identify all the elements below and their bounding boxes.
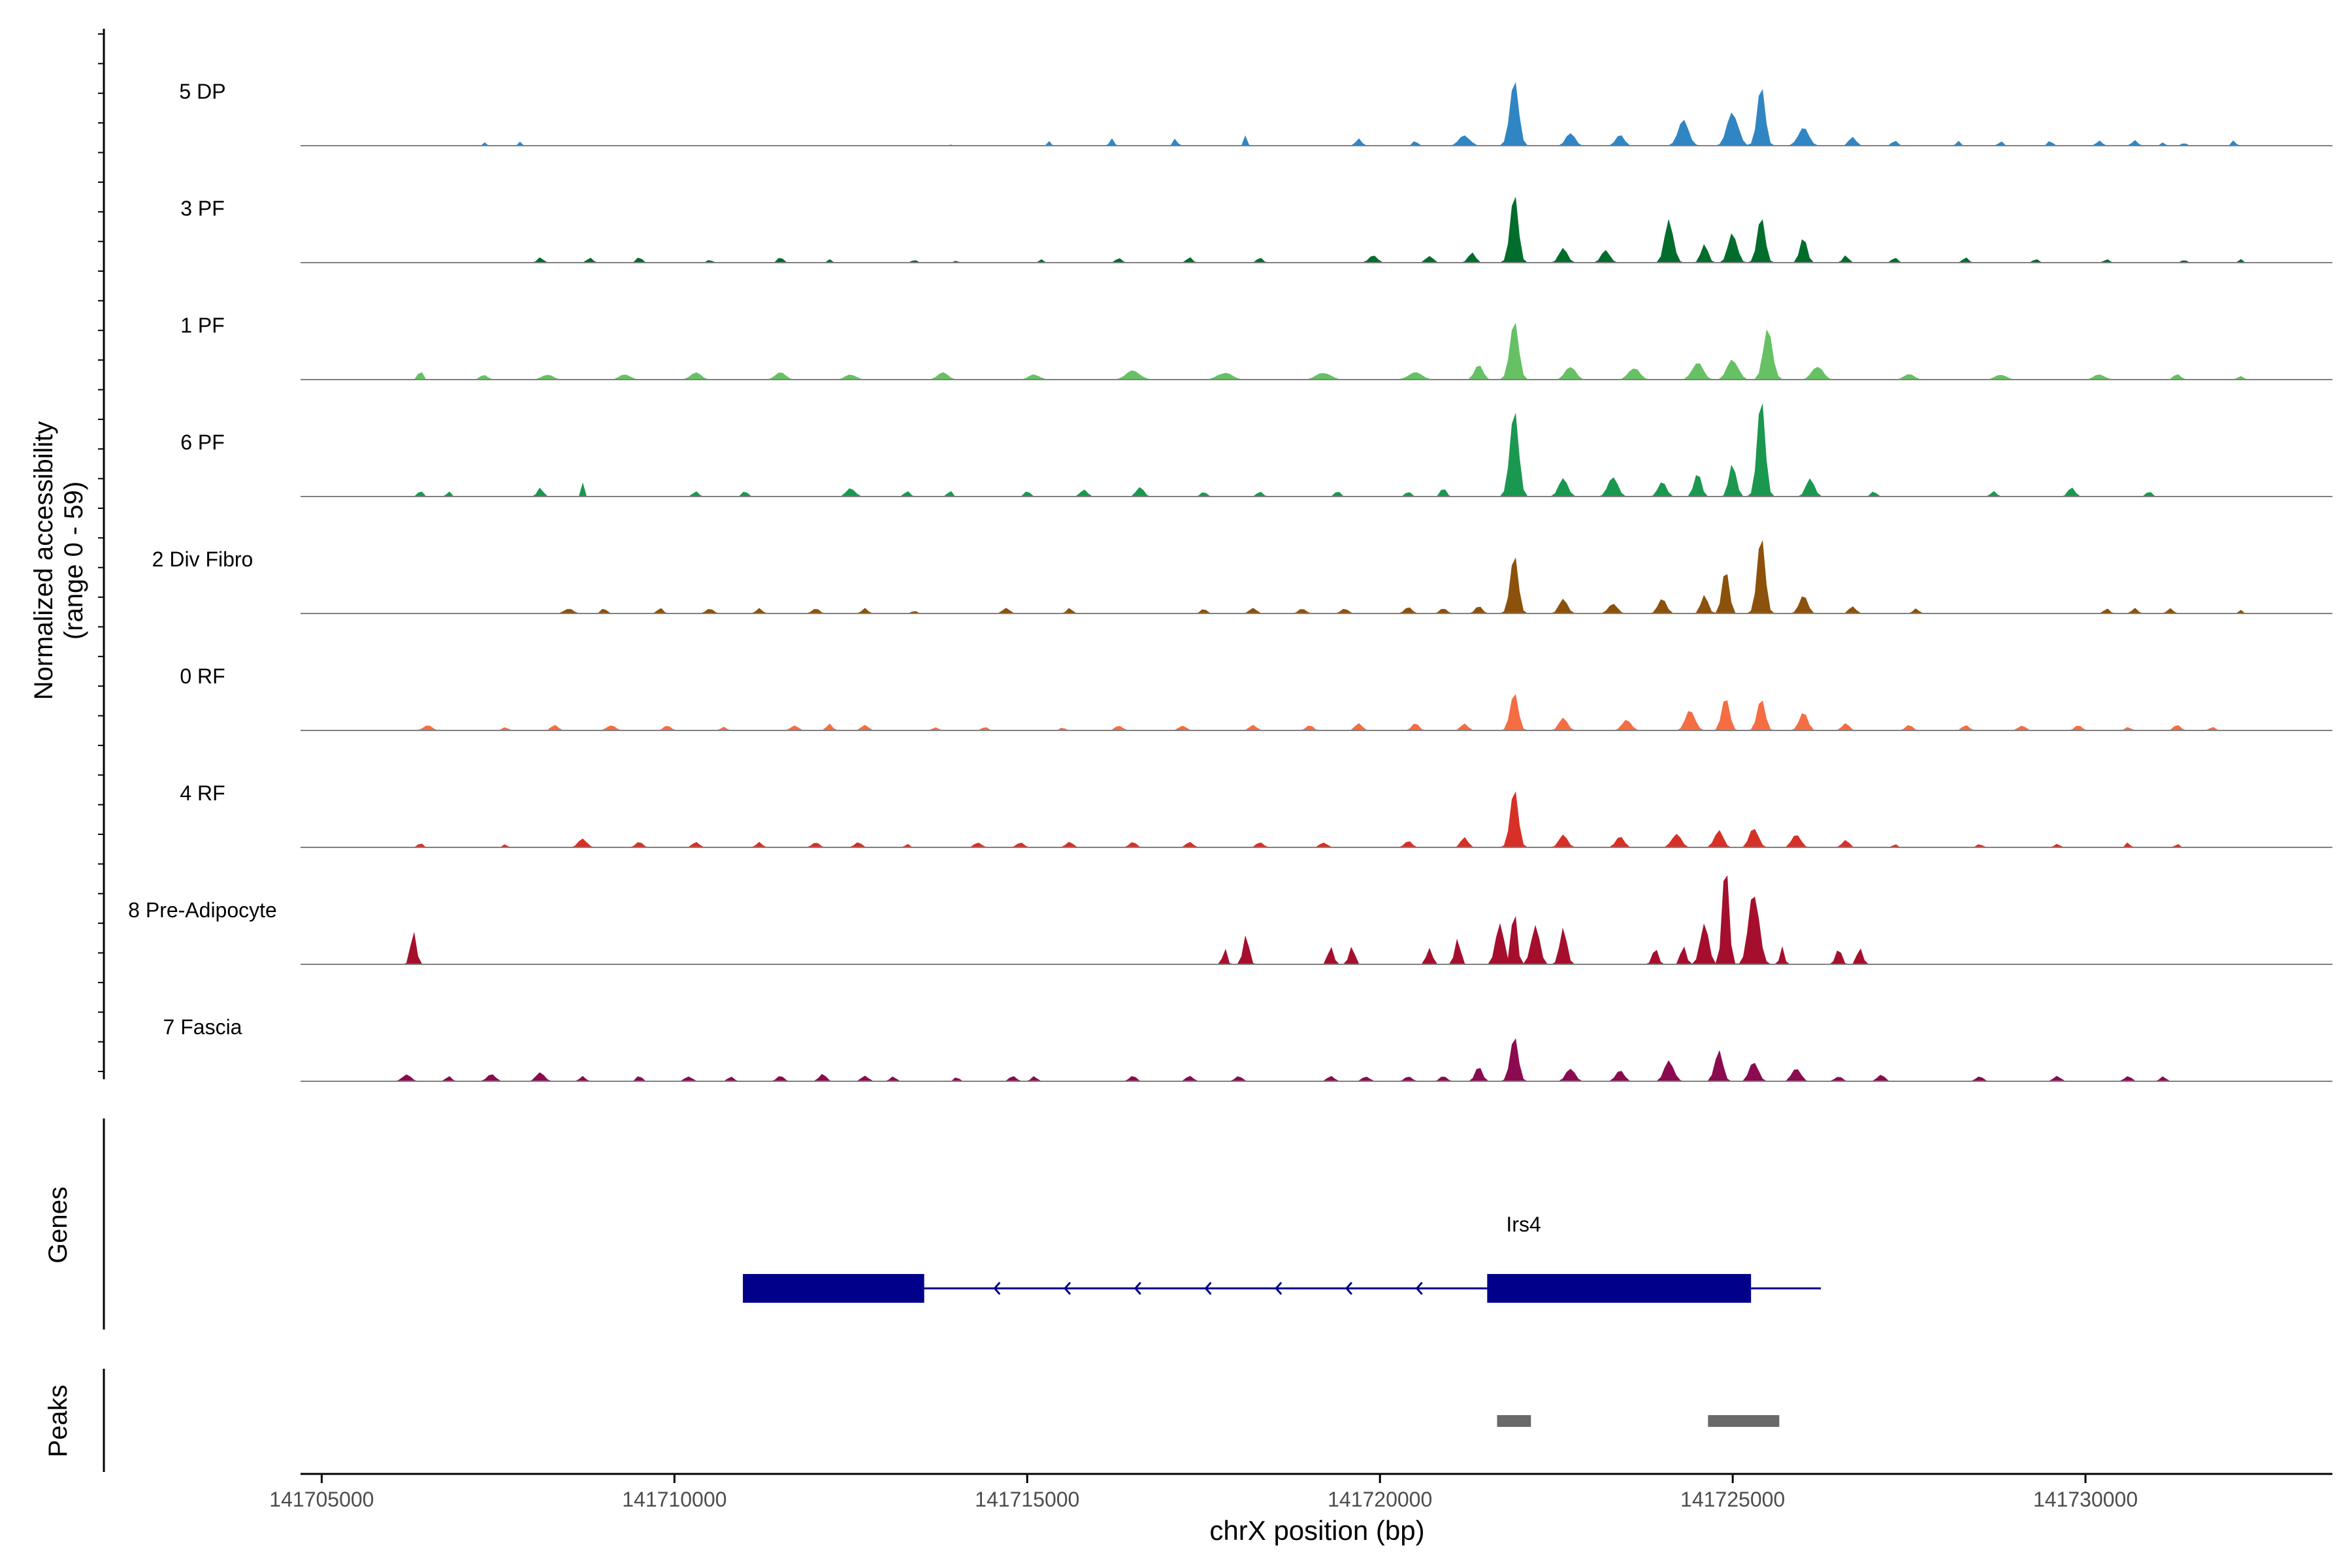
- x-axis-title: chrX position (bp): [1209, 1515, 1424, 1546]
- track-8: 8 Pre-Adipocyte: [128, 875, 2332, 965]
- gene-track: Irs4: [743, 1213, 1821, 1303]
- genes-track-label: Genes: [44, 1186, 73, 1264]
- track-label: 3 PF: [180, 197, 225, 220]
- track-3: 1 PF: [180, 314, 2332, 380]
- x-tick-label: 141710000: [622, 1488, 727, 1511]
- x-tick-label: 141725000: [1680, 1488, 1785, 1511]
- gene-exon: [1487, 1274, 1752, 1303]
- coverage-area: [301, 82, 2332, 146]
- coverage-area: [301, 402, 2332, 497]
- coverage-area: [301, 791, 2332, 847]
- peak-region: [1708, 1415, 1780, 1427]
- track-4: 6 PF: [180, 402, 2332, 497]
- strand-arrow-icon: [1064, 1282, 1071, 1295]
- track-1: 5 DP: [179, 80, 2332, 146]
- track-7: 4 RF: [180, 781, 2332, 848]
- strand-arrow-icon: [993, 1282, 1001, 1295]
- strand-arrow-icon: [1204, 1282, 1212, 1295]
- y-axis-title: Normalized accessibility: [29, 421, 58, 700]
- track-6: 0 RF: [180, 664, 2332, 731]
- track-5: 2 Div Fibro: [152, 540, 2332, 614]
- x-tick-label: 141730000: [2033, 1488, 2138, 1511]
- strand-arrow-icon: [1415, 1282, 1423, 1295]
- coverage-area: [301, 540, 2332, 613]
- coverage-area: [301, 322, 2332, 380]
- gene-name-label: Irs4: [1506, 1213, 1541, 1236]
- y-axis-range: (range 0 - 59): [59, 482, 88, 640]
- coverage-area: [301, 197, 2332, 263]
- track-label: 8 Pre-Adipocyte: [128, 898, 277, 922]
- track-label: 2 Div Fibro: [152, 547, 253, 571]
- x-axis-ticks: 141705000 141710000 141715000 141720000 1417…: [269, 1474, 2138, 1511]
- coverage-tracks: 5 DP 3 PF 1 PF 6 PF 2 Div Fibro 0 RF 4 RF 8 Pre…: [128, 80, 2332, 1082]
- track-label: 4 RF: [180, 781, 225, 805]
- peak-region: [1497, 1415, 1531, 1427]
- coverage-area: [301, 875, 2332, 964]
- peak-track: [1497, 1415, 1780, 1427]
- track-label: 6 PF: [180, 431, 225, 454]
- peaks-track-label: Peaks: [44, 1384, 73, 1457]
- strand-arrow-icon: [1275, 1282, 1282, 1295]
- gene-exon: [743, 1274, 924, 1303]
- strand-arrow-icon: [1134, 1282, 1141, 1295]
- track-label: 5 DP: [179, 80, 225, 103]
- track-label: 1 PF: [180, 314, 225, 337]
- strand-arrow-icon: [1345, 1282, 1353, 1295]
- track-label: 0 RF: [180, 664, 225, 688]
- coverage-area: [301, 694, 2332, 730]
- coverage-area: [301, 1038, 2332, 1081]
- x-tick-label: 141715000: [975, 1488, 1079, 1511]
- track-label: 7 Fascia: [163, 1015, 242, 1039]
- x-tick-label: 141705000: [269, 1488, 374, 1511]
- x-tick-label: 141720000: [1328, 1488, 1432, 1511]
- track-2: 3 PF: [180, 197, 2332, 263]
- track-9: 7 Fascia: [163, 1015, 2332, 1082]
- coverage-y-ticks: [98, 33, 104, 1072]
